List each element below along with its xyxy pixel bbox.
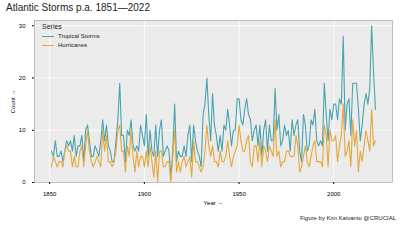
svg-text:1850: 1850 [43, 191, 57, 197]
html-text:Tropical Storms: Tropical Storms [58, 33, 100, 39]
svg-text:30: 30 [19, 23, 26, 29]
svg-text:2000: 2000 [327, 191, 341, 197]
svg-text:1900: 1900 [138, 191, 152, 197]
svg-text:1950: 1950 [232, 191, 246, 197]
html-text:Hurricanes: Hurricanes [58, 42, 87, 48]
html-text:Figure by Kim Kaivanto @CRUCIA: Figure by Kim Kaivanto @CRUCIAL [299, 215, 396, 221]
svg-text:20: 20 [19, 75, 26, 81]
html-text:Atlantic Storms p.a. 1851—2022: Atlantic Storms p.a. 1851—2022 [6, 2, 150, 13]
svg-text:Count →: Count → [10, 90, 16, 114]
svg-text:Year →: Year → [204, 200, 224, 206]
svg-text:10: 10 [19, 127, 26, 133]
svg-text:0: 0 [22, 179, 26, 185]
html-text:Series: Series [42, 23, 62, 30]
